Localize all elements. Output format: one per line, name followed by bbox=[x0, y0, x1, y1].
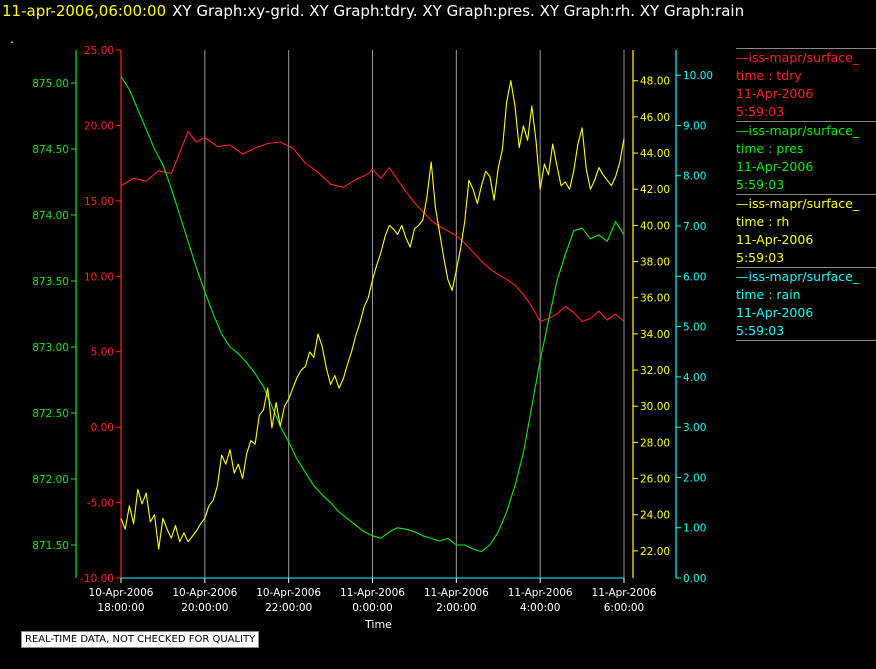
series-line-rh bbox=[120, 80, 625, 550]
series-line-tdry bbox=[120, 130, 625, 323]
y-tick-label: -5.00 bbox=[87, 498, 114, 510]
y-tick-label: 42.00 bbox=[640, 184, 670, 196]
x-tick-date: 10-Apr-2006 bbox=[89, 587, 154, 599]
legend-entry-rh[interactable]: —iss-mapr/surface_ time : rh 11-Apr-2006… bbox=[736, 194, 876, 267]
legend-series-name: —iss-mapr/surface_ bbox=[736, 196, 860, 211]
x-tick-time: 22:00:00 bbox=[265, 602, 312, 614]
y-tick-label: 874.00 bbox=[32, 210, 69, 222]
x-tick-time: 0:00:00 bbox=[352, 602, 392, 614]
y-tick-label: 25.00 bbox=[84, 45, 114, 57]
legend: —iss-mapr/surface_ time : tdry 11-Apr-20… bbox=[736, 48, 876, 341]
y-tick-label: 872.50 bbox=[32, 408, 69, 420]
y-tick-label: 871.50 bbox=[32, 540, 69, 552]
y-tick-label: 28.00 bbox=[640, 437, 670, 449]
header-mark: . bbox=[10, 32, 14, 46]
legend-series-name: —iss-mapr/surface_ bbox=[736, 50, 860, 65]
legend-line-icon: — bbox=[736, 269, 749, 284]
y-tick-label: 0.00 bbox=[683, 573, 706, 585]
y-tick-label: 8.00 bbox=[683, 171, 706, 183]
y-tick-label: 6.00 bbox=[683, 271, 706, 283]
x-tick-date: 11-Apr-2006 bbox=[340, 587, 405, 599]
y-tick-label: 46.00 bbox=[640, 112, 670, 124]
y-tick-label: 875.00 bbox=[32, 78, 69, 90]
x-tick-time: 6:00:00 bbox=[604, 602, 644, 614]
y-tick-label: 32.00 bbox=[640, 365, 670, 377]
y-tick-label: 0.00 bbox=[91, 422, 114, 434]
y-tick-label: 44.00 bbox=[640, 148, 670, 160]
y-tick-label: 20.00 bbox=[84, 120, 114, 132]
legend-line-icon: — bbox=[736, 50, 749, 65]
legend-entry-pres[interactable]: —iss-mapr/surface_ time : pres 11-Apr-20… bbox=[736, 121, 876, 194]
y-tick-label: 874.50 bbox=[32, 144, 69, 156]
y-tick-label: 36.00 bbox=[640, 293, 670, 305]
legend-date: 11-Apr-2006 bbox=[736, 232, 814, 247]
legend-date: 11-Apr-2006 bbox=[736, 159, 814, 174]
legend-time: 5:59:03 bbox=[736, 250, 785, 265]
x-tick-date: 10-Apr-2006 bbox=[256, 587, 321, 599]
y-tick-label: 5.00 bbox=[91, 347, 114, 359]
y-tick-label: 30.00 bbox=[640, 401, 670, 413]
legend-entry-tdry[interactable]: —iss-mapr/surface_ time : tdry 11-Apr-20… bbox=[736, 48, 876, 121]
x-tick-date: 11-Apr-2006 bbox=[508, 587, 573, 599]
timestamp: 11-apr-2006,06:00:00 bbox=[2, 2, 167, 20]
legend-entry-rain[interactable]: —iss-mapr/surface_ time : rain 11-Apr-20… bbox=[736, 267, 876, 341]
y-tick-label: 3.00 bbox=[683, 422, 706, 434]
x-tick-date: 11-Apr-2006 bbox=[592, 587, 657, 599]
x-tick-time: 20:00:00 bbox=[181, 602, 228, 614]
y-tick-label: 10.00 bbox=[683, 70, 713, 82]
y-tick-label: 873.00 bbox=[32, 342, 69, 354]
y-tick-label: 9.00 bbox=[683, 120, 706, 132]
legend-variable: time : pres bbox=[736, 141, 804, 156]
y-tick-label: 26.00 bbox=[640, 474, 670, 486]
x-tick-time: 4:00:00 bbox=[520, 602, 560, 614]
y-tick-label: 872.00 bbox=[32, 474, 69, 486]
y-tick-label: -10.00 bbox=[80, 573, 114, 585]
y-tick-label: 34.00 bbox=[640, 329, 670, 341]
legend-series-name: —iss-mapr/surface_ bbox=[736, 123, 860, 138]
x-tick-date: 10-Apr-2006 bbox=[172, 587, 237, 599]
x-axis-label: Time bbox=[364, 618, 392, 631]
y-tick-label: 24.00 bbox=[640, 510, 670, 522]
quality-disclaimer: REAL-TIME DATA, NOT CHECKED FOR QUALITY bbox=[21, 631, 260, 648]
y-tick-label: 22.00 bbox=[640, 546, 670, 558]
graph-titles: XY Graph:xy-grid. XY Graph:tdry. XY Grap… bbox=[172, 2, 745, 20]
legend-variable: time : rh bbox=[736, 214, 790, 229]
x-tick-date: 11-Apr-2006 bbox=[424, 587, 489, 599]
series-line-pres bbox=[120, 76, 625, 553]
legend-time: 5:59:03 bbox=[736, 104, 785, 119]
y-tick-label: 15.00 bbox=[84, 196, 114, 208]
y-tick-label: 5.00 bbox=[683, 322, 706, 334]
legend-series-name: —iss-mapr/surface_ bbox=[736, 269, 860, 284]
chart-header: 11-apr-2006,06:00:00 XY Graph:xy-grid. XY… bbox=[0, 0, 876, 26]
y-tick-label: 48.00 bbox=[640, 76, 670, 88]
legend-date: 11-Apr-2006 bbox=[736, 86, 814, 101]
legend-time: 5:59:03 bbox=[736, 177, 785, 192]
legend-line-icon: — bbox=[736, 196, 749, 211]
legend-variable: time : tdry bbox=[736, 68, 802, 83]
legend-variable: time : rain bbox=[736, 287, 801, 302]
y-tick-label: 4.00 bbox=[683, 372, 706, 384]
y-tick-label: 7.00 bbox=[683, 221, 706, 233]
x-tick-time: 18:00:00 bbox=[97, 602, 144, 614]
y-tick-label: 2.00 bbox=[683, 472, 706, 484]
legend-line-icon: — bbox=[736, 123, 749, 138]
y-tick-label: 40.00 bbox=[640, 220, 670, 232]
y-tick-label: 38.00 bbox=[640, 257, 670, 269]
y-tick-label: 10.00 bbox=[84, 271, 114, 283]
legend-time: 5:59:03 bbox=[736, 323, 785, 338]
x-tick-time: 2:00:00 bbox=[436, 602, 476, 614]
y-tick-label: 873.50 bbox=[32, 276, 69, 288]
legend-date: 11-Apr-2006 bbox=[736, 305, 814, 320]
y-tick-label: 1.00 bbox=[683, 523, 706, 535]
